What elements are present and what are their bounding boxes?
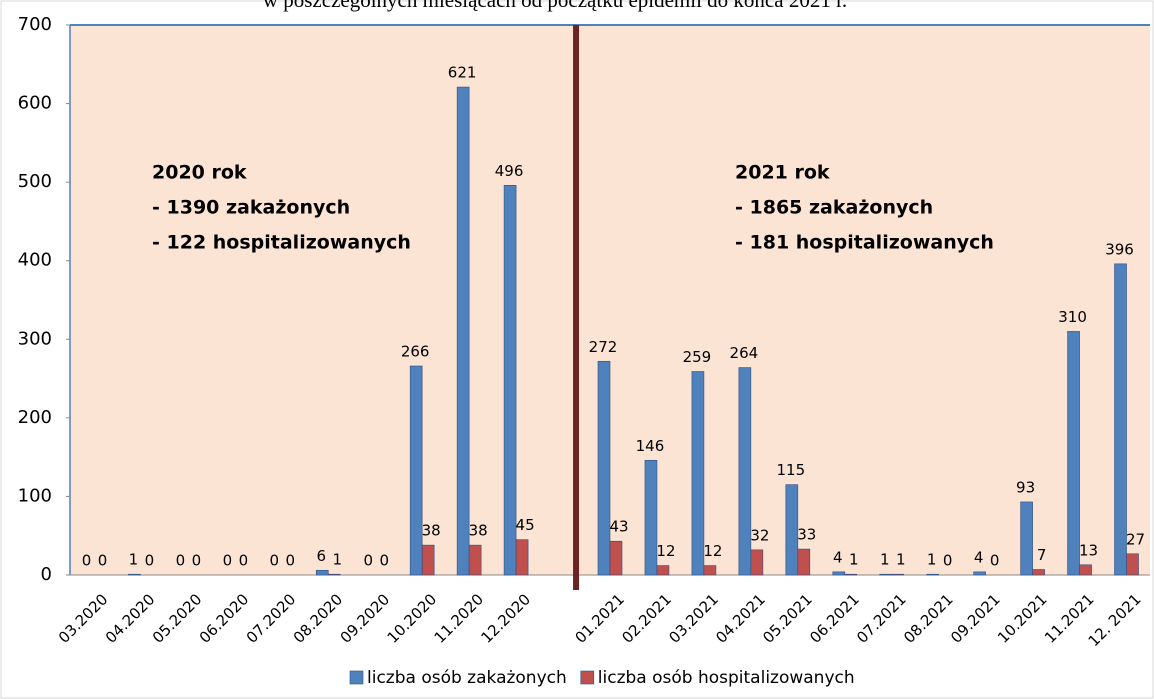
data-label: 12 — [703, 542, 722, 560]
y-tick-label: 300 — [18, 328, 52, 349]
data-label: 38 — [469, 522, 488, 540]
annotation: 2020 rok — [152, 162, 247, 184]
bar — [515, 539, 529, 576]
data-label: 0 — [82, 552, 92, 570]
data-label: 0 — [363, 552, 373, 570]
data-label: 0 — [145, 552, 155, 570]
data-label: 7 — [1037, 546, 1047, 564]
data-label: 0 — [192, 552, 202, 570]
data-label: 6 — [316, 547, 326, 565]
legend-label: liczba osób hospitalizowanych — [598, 668, 855, 688]
data-label: 32 — [750, 526, 769, 544]
data-label: 310 — [1058, 308, 1087, 326]
data-label: 27 — [1126, 530, 1145, 548]
bar — [315, 569, 329, 576]
bar — [503, 184, 517, 576]
data-label: 13 — [1079, 541, 1098, 559]
data-label: 1 — [896, 551, 906, 569]
y-tick-label: 600 — [18, 93, 52, 114]
data-label: 0 — [990, 552, 1000, 570]
bar — [1067, 331, 1080, 576]
bar — [750, 549, 764, 576]
annotation: - 181 hospitalizowanych — [735, 232, 994, 254]
data-label: 0 — [176, 552, 186, 570]
bar — [609, 540, 623, 576]
data-label: 38 — [422, 522, 441, 540]
data-label: 396 — [1105, 240, 1134, 258]
legend-label: liczba osób zakażonych — [367, 668, 567, 688]
data-label: 272 — [589, 338, 618, 356]
bar — [926, 573, 939, 576]
bar — [128, 573, 141, 576]
y-tick-label: 200 — [18, 407, 52, 428]
bar — [644, 459, 658, 576]
bar — [703, 565, 717, 576]
data-label: 0 — [223, 552, 233, 570]
y-tick-label: 0 — [41, 564, 52, 585]
y-tick-label: 500 — [18, 171, 52, 192]
data-label: 496 — [495, 162, 524, 180]
data-label: 1 — [129, 551, 139, 569]
data-label: 45 — [516, 516, 535, 534]
annotation: - 122 hospitalizowanych — [152, 232, 411, 254]
data-label: 33 — [797, 526, 816, 544]
y-tick-label: 400 — [18, 250, 52, 271]
bar — [409, 365, 423, 576]
bar — [1079, 564, 1092, 576]
bar — [879, 573, 893, 576]
data-label: 264 — [730, 344, 759, 362]
bar — [1032, 569, 1045, 576]
data-label: 1 — [849, 551, 859, 569]
bar — [1020, 501, 1033, 576]
data-label: 259 — [683, 348, 712, 366]
bar — [456, 86, 470, 576]
annotation: - 1865 zakażonych — [735, 197, 933, 219]
data-label: 4 — [974, 548, 984, 566]
data-label: 621 — [448, 64, 477, 82]
bar — [832, 571, 846, 576]
legend-swatch — [349, 670, 364, 685]
bar — [468, 544, 482, 576]
data-label: 0 — [943, 552, 953, 570]
data-label: 12 — [656, 542, 675, 560]
bar — [738, 367, 752, 576]
data-label: 266 — [401, 343, 430, 361]
data-label: 0 — [286, 552, 296, 570]
data-label: 0 — [98, 552, 108, 570]
data-label: 0 — [379, 552, 389, 570]
annotation: - 1390 zakażonych — [152, 197, 350, 219]
data-label: 115 — [777, 461, 806, 479]
data-label: 1 — [880, 551, 890, 569]
annotation: 2021 rok — [735, 162, 830, 184]
data-label: 1 — [332, 551, 342, 569]
bar — [327, 573, 341, 576]
bar — [785, 484, 799, 576]
data-label: 0 — [270, 552, 280, 570]
y-tick-label: 100 — [18, 485, 52, 506]
bar — [1126, 553, 1139, 576]
data-label: 43 — [609, 518, 628, 536]
bar — [691, 371, 705, 576]
bar — [844, 573, 858, 576]
data-label: 4 — [833, 548, 843, 566]
bar — [597, 360, 611, 576]
legend-swatch — [580, 670, 595, 685]
chart-title: w poszczególnych miesiącach od początku … — [263, 0, 847, 12]
data-label: 0 — [239, 552, 249, 570]
bar — [797, 548, 811, 576]
y-tick-label: 700 — [18, 14, 52, 35]
bar — [973, 571, 986, 576]
data-label: 1 — [927, 551, 937, 569]
data-label: 146 — [636, 437, 665, 455]
bar — [1114, 263, 1127, 576]
bar — [656, 565, 670, 576]
data-label: 93 — [1016, 478, 1035, 496]
bar — [421, 544, 435, 576]
bar — [891, 573, 905, 576]
